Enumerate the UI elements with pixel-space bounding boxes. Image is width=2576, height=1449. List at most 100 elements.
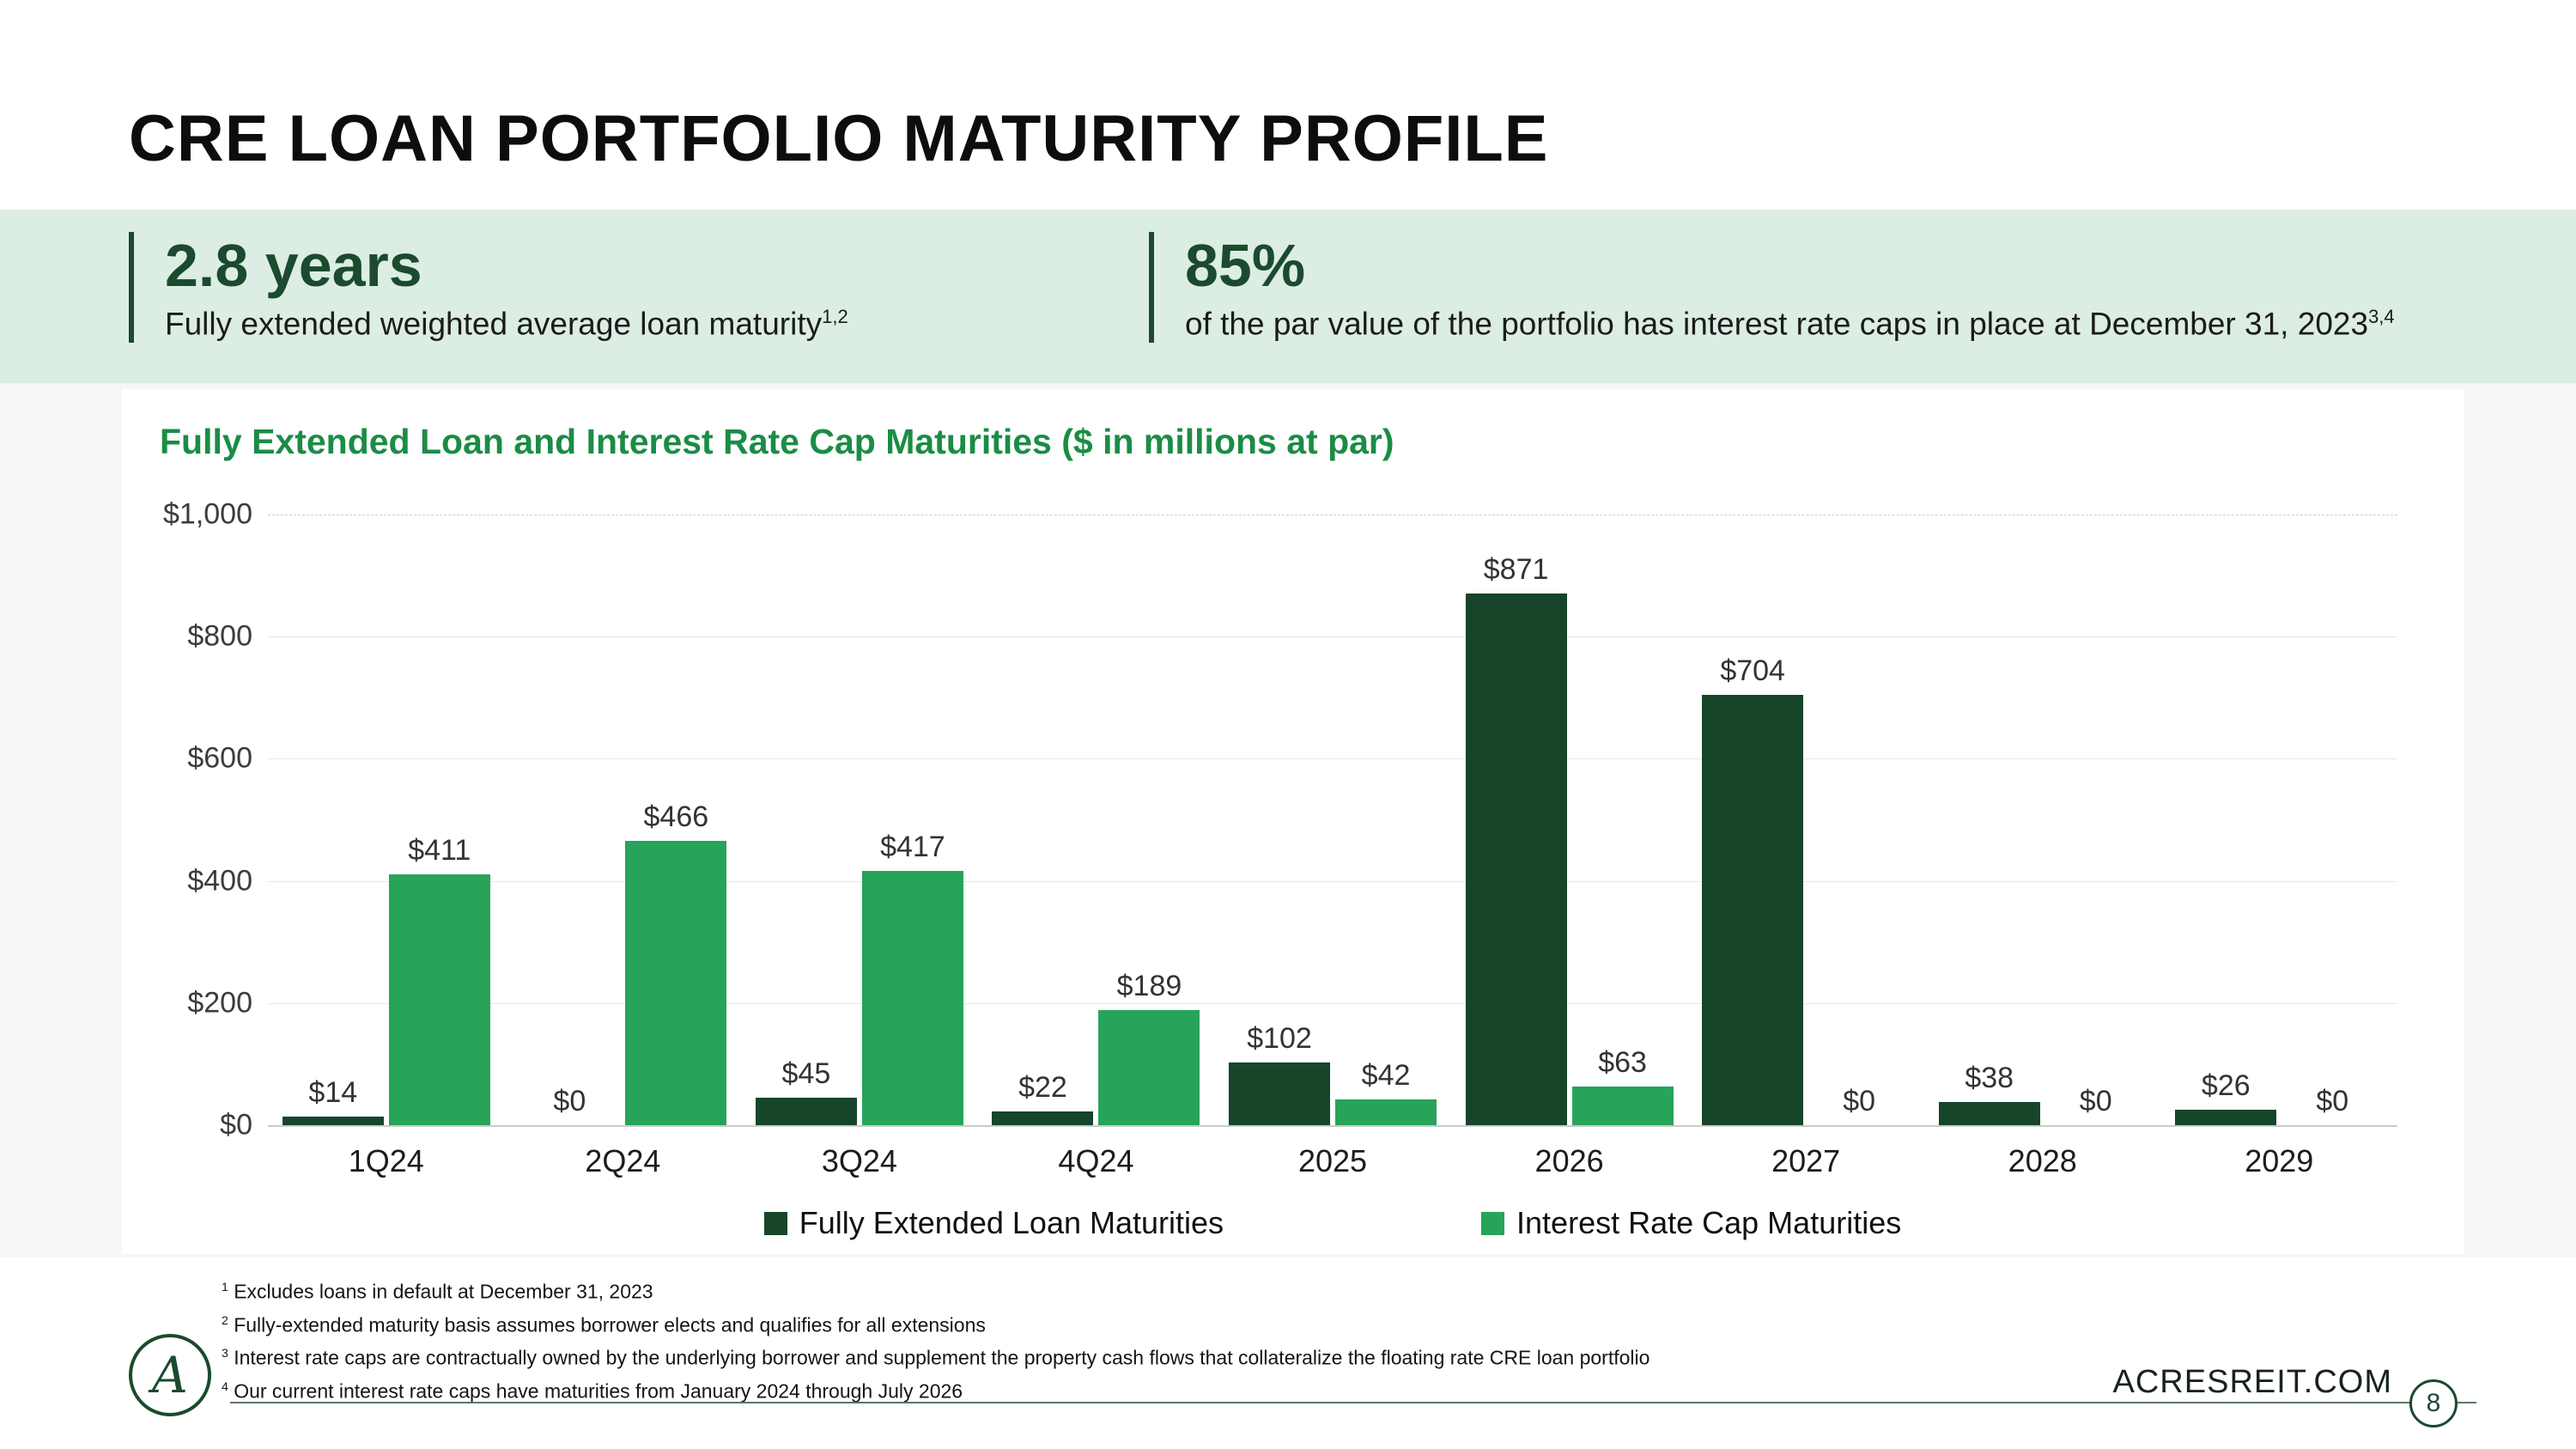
page-title: CRE LOAN PORTFOLIO MATURITY PROFILE [129, 102, 1549, 175]
bar-wrap: $871 [1465, 514, 1567, 1125]
x-axis-label: 2029 [2245, 1143, 2314, 1178]
bar-wrap: $14 [282, 514, 384, 1125]
footer-website: ACRESREIT.COM [2112, 1364, 2392, 1400]
bar-wrap: $411 [388, 514, 490, 1125]
bar-wrap: $63 [1571, 514, 1674, 1125]
gridline [268, 880, 2397, 882]
bar-group-2026: $871 $63 [1451, 514, 1688, 1125]
bar-wrap: $417 [861, 514, 963, 1125]
bar-value-label: $38 [1965, 1061, 2014, 1094]
bar-wrap: $189 [1098, 514, 1200, 1125]
x-axis-label: 2025 [1297, 1143, 1368, 1178]
footnote-3-text: Interest rate caps are contractually own… [234, 1346, 1650, 1369]
footnote-4: 4 Our current interest rate caps have ma… [222, 1373, 1649, 1406]
legend-swatch-rate-cap-maturities [1481, 1211, 1505, 1235]
y-axis-tick-label: $200 [187, 986, 252, 1020]
bar-value-label: $411 [408, 833, 471, 867]
bar [755, 1098, 857, 1125]
acres-logo: A [129, 1334, 211, 1416]
x-axis-label: 1Q24 [348, 1143, 424, 1178]
chart-title: Fully Extended Loan and Interest Rate Ca… [160, 422, 1394, 461]
stat-loan-maturity-label: Fully extended weighted average loan mat… [165, 306, 848, 342]
y-axis-tick-label: $600 [187, 741, 252, 775]
bar-group-1q24: $14 $411 [268, 514, 505, 1125]
bar-value-label: $466 [643, 800, 709, 833]
legend-item-rate-cap-maturities: Interest Rate Cap Maturities [1481, 1205, 1901, 1241]
bar-wrap: $466 [625, 514, 727, 1125]
bar-groups: $14 $411 $0 $466 $45 $417 $22 $189 $102 $42 $871 $6… [268, 514, 2397, 1125]
bar-group-2028: $38 $0 [1924, 514, 2161, 1125]
bar [1335, 1099, 1437, 1125]
x-axis-labels: 1Q24 2Q24 3Q24 4Q24 2025 2026 2027 2028 2029 [268, 1143, 2397, 1179]
bar [625, 840, 727, 1125]
y-axis-tick-label: $400 [187, 864, 252, 898]
bar-group-2025: $102 $42 [1214, 514, 1451, 1125]
bar-wrap: $26 [2175, 514, 2277, 1125]
y-axis-tick-label: $1,000 [163, 497, 252, 531]
footer-divider-line [230, 1402, 2476, 1403]
legend-label-loan-maturities: Fully Extended Loan Maturities [799, 1205, 1224, 1240]
stat-loan-maturity-footnote-ref: 1,2 [822, 306, 848, 328]
x-axis-label: 3Q24 [821, 1143, 897, 1178]
x-axis-label: 4Q24 [1058, 1143, 1134, 1178]
bar-value-label: $417 [880, 830, 945, 863]
footnote-4-sup: 4 [222, 1379, 228, 1393]
x-axis-label: 2028 [2008, 1143, 2077, 1178]
bar-value-label: $102 [1247, 1022, 1312, 1056]
bar [1702, 695, 1804, 1125]
y-axis-tick-label: $0 [220, 1108, 252, 1142]
x-axis-label: 2027 [1771, 1143, 1841, 1178]
bar [388, 874, 490, 1125]
gridline [268, 514, 2397, 515]
gridline [268, 636, 2397, 638]
footnote-1-text: Excludes loans in default at December 31… [234, 1280, 653, 1303]
bar-value-label: $871 [1483, 552, 1549, 586]
bar-value-label: $0 [2316, 1085, 2349, 1117]
footnote-1-sup: 1 [222, 1280, 228, 1294]
bar-value-label: $26 [2201, 1068, 2251, 1102]
stat-rate-caps: 85% of the par value of the portfolio ha… [1149, 232, 2395, 343]
stat-rate-caps-label: of the par value of the portfolio has in… [1185, 306, 2395, 342]
bar-value-label: $42 [1361, 1059, 1411, 1093]
bar [1465, 593, 1567, 1125]
bar [282, 1117, 384, 1125]
bar-wrap: $102 [1229, 514, 1331, 1125]
chart-card: Fully Extended Loan and Interest Rate Ca… [122, 389, 2464, 1254]
legend-label-rate-cap-maturities: Interest Rate Cap Maturities [1516, 1205, 1902, 1240]
gridline [268, 1002, 2397, 1004]
bar-value-label: $0 [553, 1085, 586, 1117]
stat-loan-maturity-value: 2.8 years [165, 232, 422, 299]
bar-value-label: $0 [1843, 1085, 1876, 1117]
gridlines [268, 514, 2397, 1125]
bar [1229, 1062, 1331, 1125]
bar-wrap: $0 [1808, 514, 1910, 1125]
stat-rate-caps-footnote-ref: 3,4 [2368, 306, 2395, 328]
bar-value-label: $704 [1720, 654, 1785, 688]
stats-banner: 2.8 years Fully extended weighted averag… [0, 210, 2576, 383]
bar-group-4q24: $22 $189 [978, 514, 1215, 1125]
bar-value-label: $45 [781, 1057, 831, 1091]
page-number-badge: 8 [2409, 1379, 2458, 1428]
bar-value-label: $14 [308, 1076, 358, 1110]
footnote-2-text: Fully-extended maturity basis assumes bo… [234, 1313, 986, 1336]
stat-loan-maturity-label-text: Fully extended weighted average loan mat… [165, 306, 823, 342]
bar-wrap: $0 [2281, 514, 2383, 1125]
bar-wrap: $42 [1335, 514, 1437, 1125]
bar-value-label: $63 [1598, 1046, 1647, 1080]
footnote-3-sup: 3 [222, 1346, 228, 1361]
chart-legend: Fully Extended Loan Maturities Interest … [268, 1205, 2397, 1241]
bar-group-2029: $26 $0 [2161, 514, 2398, 1125]
bar-wrap: $22 [992, 514, 1094, 1125]
bar [861, 870, 963, 1125]
bar-group-2q24: $0 $466 [505, 514, 742, 1125]
footnote-2-sup: 2 [222, 1312, 228, 1327]
bar [1098, 1009, 1200, 1125]
bar [1571, 1087, 1674, 1125]
legend-item-loan-maturities: Fully Extended Loan Maturities [763, 1205, 1224, 1241]
footnote-3: 3 Interest rate caps are contractually o… [222, 1339, 1649, 1373]
bar-wrap: $704 [1702, 514, 1804, 1125]
bar-wrap: $0 [2045, 514, 2147, 1125]
legend-swatch-loan-maturities [763, 1211, 787, 1235]
y-axis-tick-label: $800 [187, 619, 252, 653]
